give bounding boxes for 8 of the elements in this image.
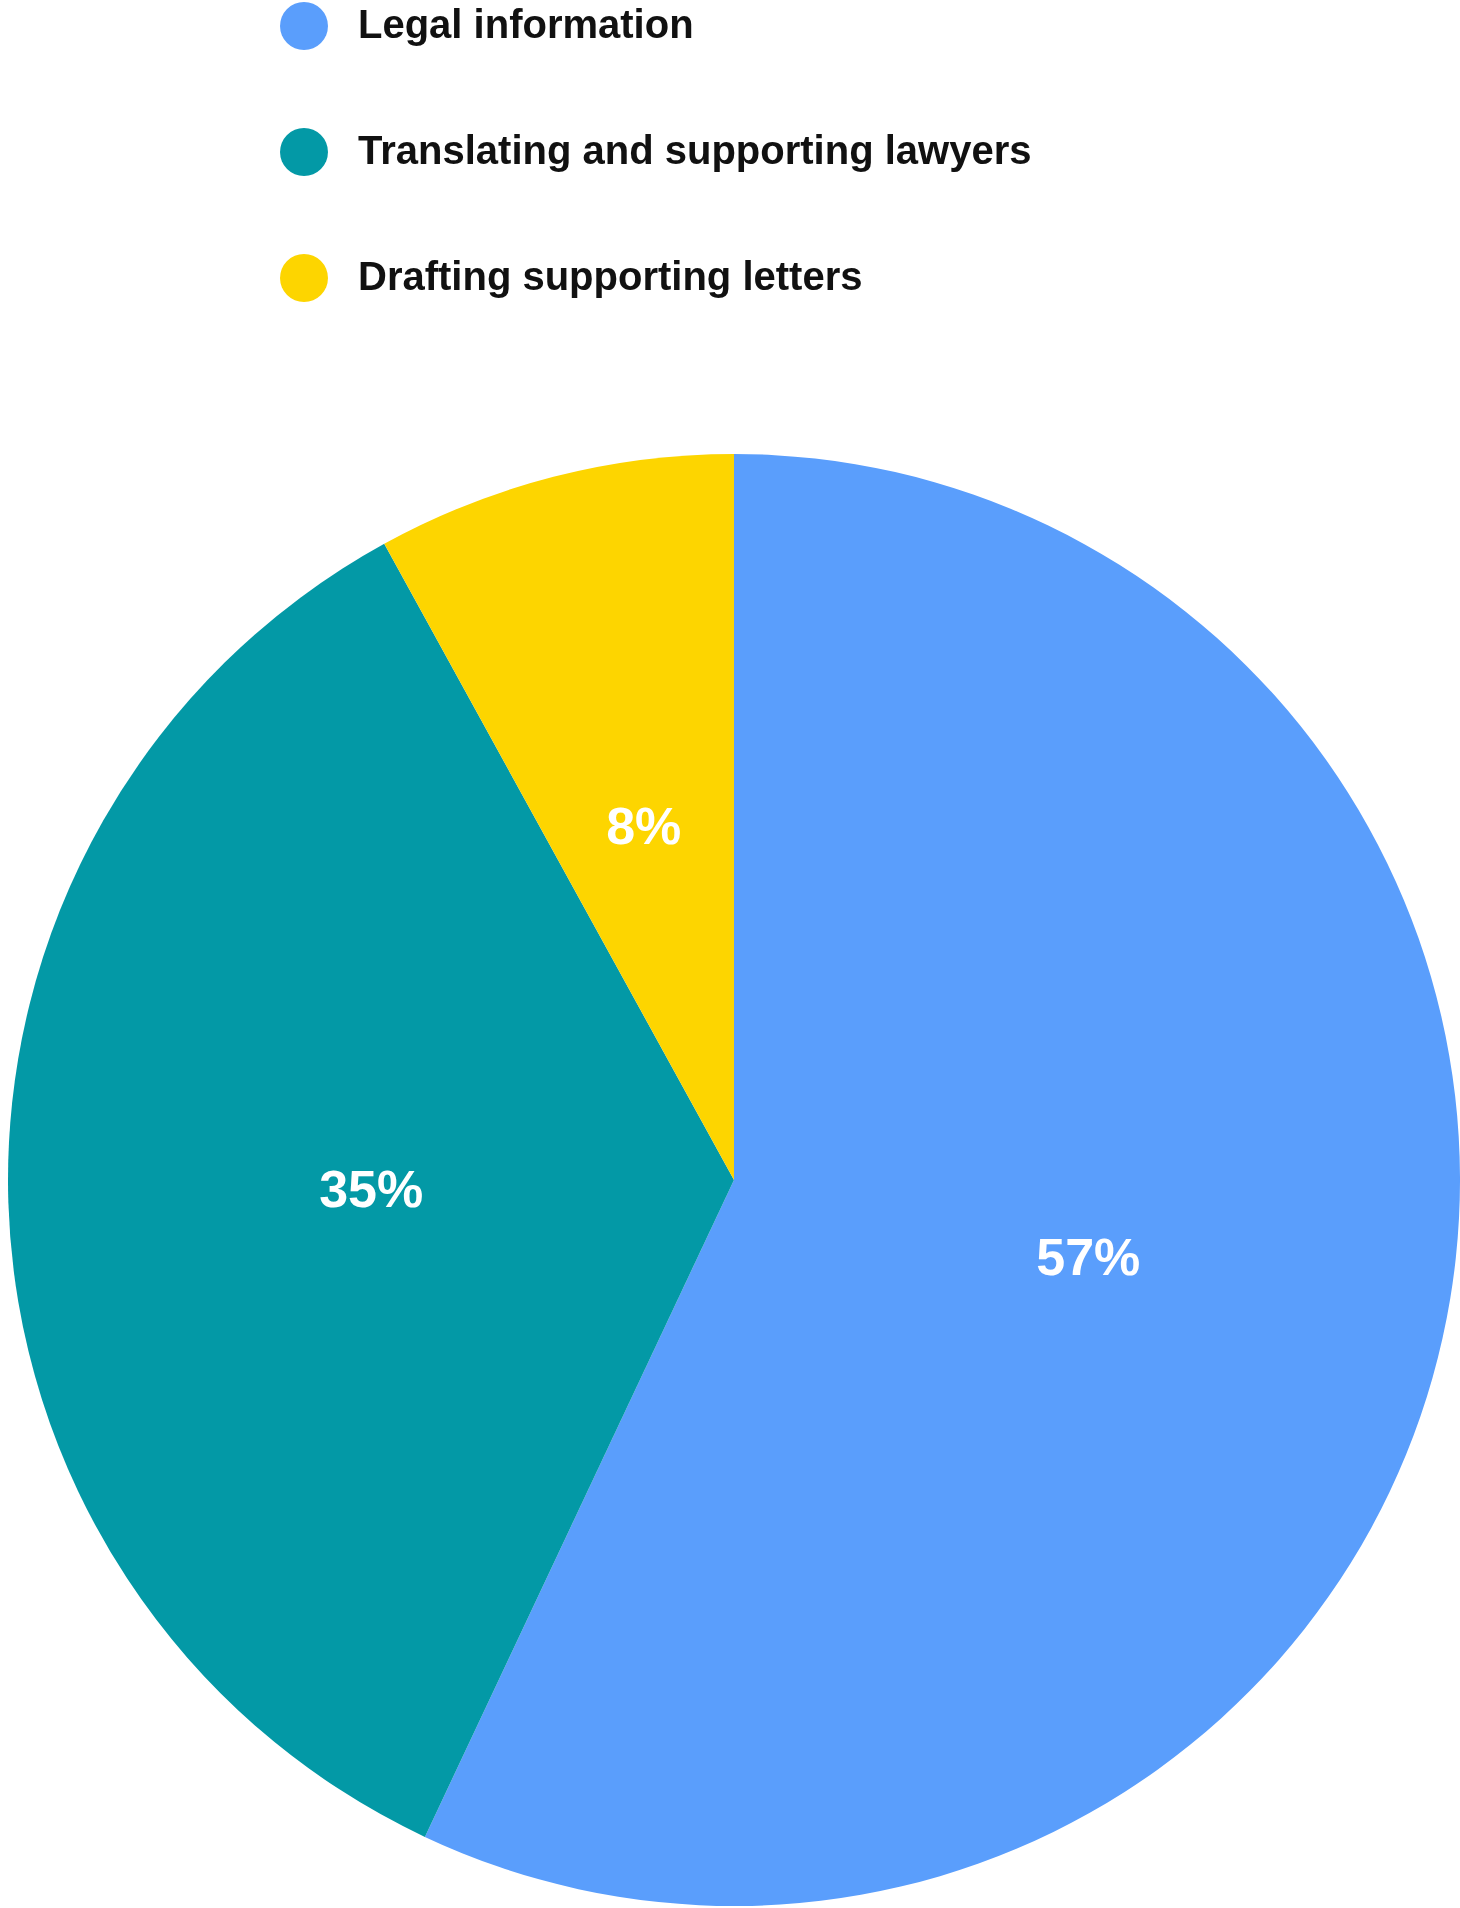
legend-label: Legal information [358, 2, 694, 46]
legend-label: Drafting supporting letters [358, 254, 863, 298]
legend-label: Translating and supporting lawyers [358, 128, 1032, 172]
data-label: 57% [1036, 1228, 1141, 1287]
pie-slice [424, 454, 1460, 1905]
data-label: 35% [319, 1160, 424, 1219]
pie-slice [8, 543, 734, 1837]
data-label: 8% [606, 797, 682, 856]
